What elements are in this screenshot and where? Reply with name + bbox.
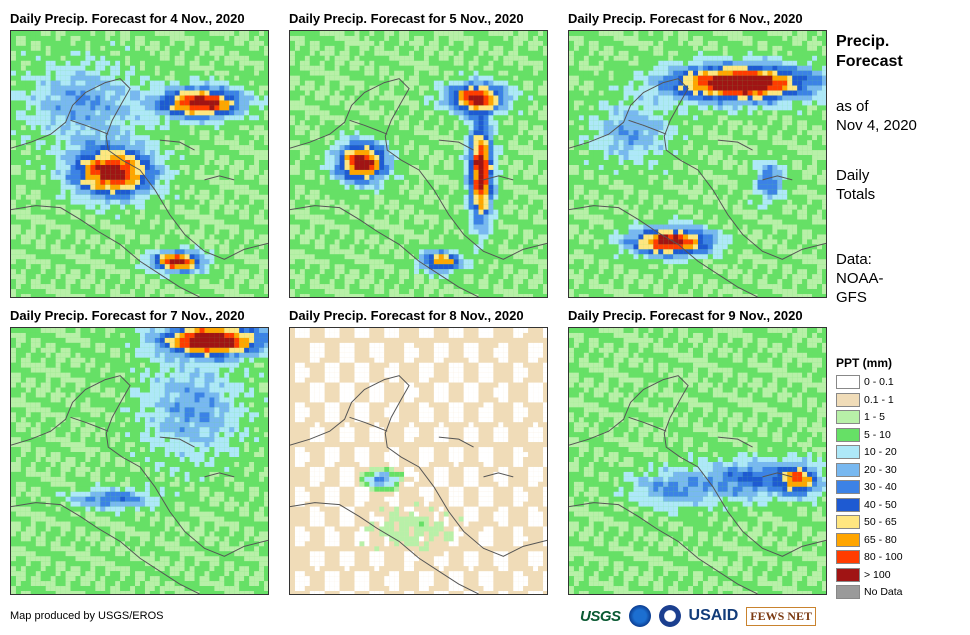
legend-item: 20 - 30 [836,462,903,478]
legend-label: 80 - 100 [864,551,903,563]
panel-title-nov6: Daily Precip. Forecast for 6 Nov., 2020 [568,11,803,26]
nasa-logo-icon [658,605,681,627]
panel-title-nov7: Daily Precip. Forecast for 7 Nov., 2020 [10,308,245,323]
side-heading-2: Forecast [836,53,903,70]
legend-label: No Data [864,586,903,598]
panel-title-nov4: Daily Precip. Forecast for 4 Nov., 2020 [10,11,245,26]
legend-item: 0.1 - 1 [836,392,903,408]
legend-item: 30 - 40 [836,479,903,495]
legend-label: 10 - 20 [864,446,897,458]
map-panel-nov5 [289,30,548,298]
legend-item: No Data [836,584,903,600]
map-panel-nov6 [568,30,827,298]
legend-swatch [836,392,860,407]
map-panel-nov8 [289,327,548,595]
legend-label: 20 - 30 [864,463,897,476]
legend-item: 10 - 20 [836,444,903,460]
legend-label: 50 - 65 [864,516,897,528]
map-panel-nov7 [10,327,269,595]
legend-swatch [836,497,860,512]
map-panel-nov4 [10,30,269,298]
panel-title-nov9: Daily Precip. Forecast for 9 Nov., 2020 [568,308,803,323]
legend-item: 50 - 65 [836,514,903,530]
logo-strip: USGS USAID FEWS NET [580,600,816,632]
legend-label: 30 - 40 [864,481,897,493]
legend-item: 1 - 5 [836,409,903,425]
side-daily-1: Daily [836,167,870,184]
legend-label: > 100 [864,568,891,581]
side-data-1: Data: [836,251,872,268]
panel-title-nov8: Daily Precip. Forecast for 8 Nov., 2020 [289,308,524,323]
legend-label: 5 - 10 [864,428,891,441]
legend-item: 5 - 10 [836,427,903,443]
legend-swatch [836,567,860,582]
legend-swatch [836,585,860,599]
side-asof-1: as of [836,98,869,115]
legend-label: 0.1 - 1 [864,393,894,406]
legend-item: 80 - 100 [836,549,903,565]
side-data-3: GFS [836,289,867,306]
legend-title: PPT (mm) [836,356,893,370]
legend-swatch [836,515,860,529]
legend-item: 65 - 80 [836,532,903,548]
usaid-logo: USAID [688,607,739,624]
legend-swatch [836,550,860,564]
legend-item: 0 - 0.1 [836,374,903,390]
side-heading-1: Precip. [836,33,890,50]
legend-swatch [836,462,860,477]
legend-label: 1 - 5 [864,411,886,423]
usgs-logo: USGS [580,607,621,625]
map-panel-nov9 [568,327,827,595]
side-asof-2: Nov 4, 2020 [836,117,917,134]
legend-swatch [836,480,860,494]
legend-label: 0 - 0.1 [864,376,894,388]
panel-title-nov5: Daily Precip. Forecast for 5 Nov., 2020 [289,11,524,26]
legend-label: 65 - 80 [864,533,897,546]
noaa-logo-icon [628,605,651,627]
side-daily-2: Totals [836,186,876,203]
legend-item: 40 - 50 [836,497,903,513]
legend-swatch [836,445,860,459]
legend: 0 - 0.1 0.1 - 1 1 - 5 5 - 10 10 - 20 20 … [836,374,903,602]
fews-net-logo: FEWS NET [746,606,816,626]
legend-swatch [836,410,860,424]
legend-swatch [836,532,860,547]
legend-item: > 100 [836,567,903,583]
legend-swatch [836,427,860,442]
legend-swatch [836,375,860,389]
side-data-2: NOAA- [836,270,884,287]
legend-label: 40 - 50 [864,498,897,511]
credit-text: Map produced by USGS/EROS [10,610,164,622]
